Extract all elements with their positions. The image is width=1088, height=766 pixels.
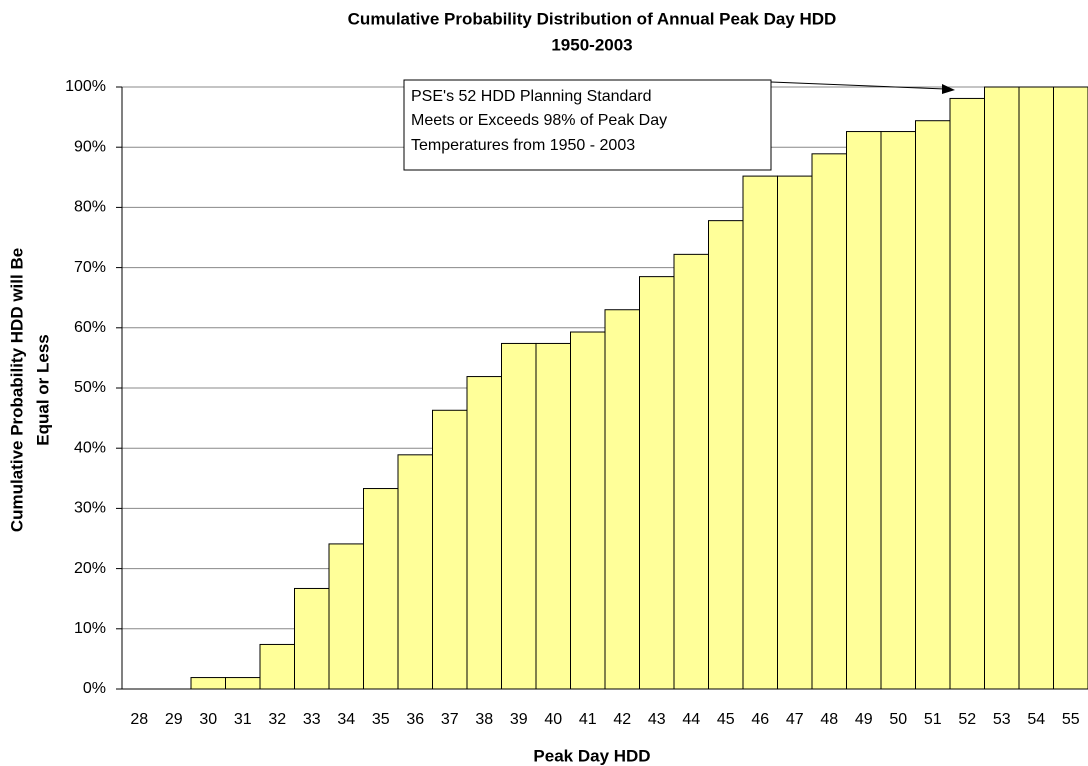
x-tick-label: 55 [1062,711,1080,728]
x-tick-label: 40 [544,711,562,728]
x-tick-label: 38 [475,711,493,728]
bar [880,131,916,690]
x-tick-label: 50 [889,711,907,728]
bar [915,120,951,690]
annotation-box [403,79,772,171]
bar [190,677,226,690]
x-tick-label: 39 [510,711,528,728]
y-tick-label: 90% [74,138,106,155]
x-tick-label: 47 [786,711,804,728]
x-tick-label: 29 [165,711,183,728]
bar [328,543,364,690]
plot-area: 0% 10% 20% 30% 40% 50% 60% 70% 80% 90% 100% 28 29 30 3… [65,78,1088,728]
arrow-head [942,84,955,94]
x-tick-label: 32 [268,711,286,728]
x-tick-label: 48 [820,711,838,728]
bar [535,342,571,690]
x-tick-label: 45 [717,711,735,728]
annotation-text: Temperatures from 1950 - 2003 [411,137,635,154]
bar [639,276,675,690]
bar [363,488,399,690]
bar [397,454,433,690]
x-tick-label: 51 [924,711,942,728]
y-tick-label: 0% [83,680,106,697]
y-tick-label: 30% [74,500,106,517]
y-axis-title: Cumulative Probability HDD will Be [7,248,26,532]
bar [846,131,882,690]
bar [432,409,468,690]
bar [949,97,985,690]
bar [777,175,813,690]
bar [294,587,330,690]
x-tick-label: 36 [406,711,424,728]
x-tick-label: 53 [993,711,1011,728]
y-tick-label: 40% [74,439,106,456]
x-tick-label: 33 [303,711,321,728]
bar [225,677,261,690]
x-tick-label: 37 [441,711,459,728]
x-tick-label: 41 [579,711,597,728]
bar [708,220,744,690]
y-tick-label: 60% [74,319,106,336]
bar [604,309,640,690]
x-axis-title: Peak Day HDD [533,746,650,765]
annotation-text: Meets or Exceeds 98% of Peak Day [411,112,667,129]
x-tick-label: 52 [958,711,976,728]
y-axis-title: Equal or Less [33,334,52,445]
x-tick-label: 30 [199,711,217,728]
x-tick-label: 35 [372,711,390,728]
x-tick-label: 28 [130,711,148,728]
bar [570,331,606,690]
y-tick-label: 80% [74,199,106,216]
y-tick-label: 10% [74,620,106,637]
annotation-arrow [770,81,946,90]
chart-title: Cumulative Probability Distribution of A… [348,9,837,28]
x-tick-label: 31 [234,711,252,728]
y-tick-label: 70% [74,259,106,276]
x-tick-label: 49 [855,711,873,728]
bar [259,643,295,690]
bar [984,86,1020,690]
bar [1053,86,1088,690]
y-tick-label: 100% [65,78,106,95]
x-tick-label: 44 [682,711,700,728]
annotation: PSE's 52 HDD Planning Standard Meets or … [403,79,955,171]
x-tick-label: 43 [648,711,666,728]
y-tick-label: 50% [74,379,106,396]
x-tick-label: 42 [613,711,631,728]
annotation-text: PSE's 52 HDD Planning Standard [411,88,652,105]
x-tick-label: 34 [337,711,355,728]
bar [466,376,502,690]
bar [673,253,709,690]
x-tick-label: 54 [1027,711,1045,728]
bar [811,153,847,690]
x-tick-label: 46 [751,711,769,728]
y-tick-label: 20% [74,560,106,577]
bar [742,175,778,690]
bar [501,342,537,690]
bar [1018,86,1054,690]
chart-subtitle: 1950-2003 [551,35,632,54]
